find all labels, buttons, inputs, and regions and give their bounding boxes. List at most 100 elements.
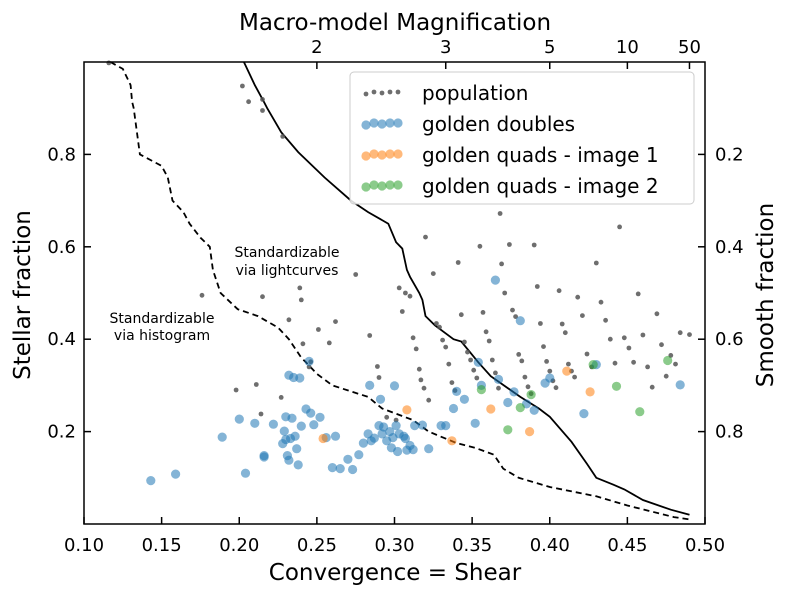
point-doubles — [529, 405, 539, 415]
x-tick-label: 0.20 — [219, 535, 259, 556]
point-doubles — [515, 316, 525, 326]
point-doubles — [171, 469, 181, 479]
point-population — [486, 338, 492, 344]
point-population — [462, 339, 467, 345]
point-doubles — [295, 373, 305, 383]
point-population — [489, 357, 495, 363]
point-population — [240, 83, 245, 89]
point-population — [286, 317, 292, 323]
top-tick-label: 5 — [544, 37, 555, 58]
top-tick-label: 3 — [440, 37, 451, 58]
x-tick-label: 0.10 — [64, 535, 104, 556]
point-population — [246, 99, 252, 105]
point-population — [663, 373, 669, 379]
point-population — [375, 364, 380, 369]
point-population — [298, 297, 304, 303]
point-population — [677, 330, 683, 336]
point-doubles — [354, 450, 364, 460]
point-population — [531, 242, 537, 248]
point-doubles — [365, 380, 375, 390]
point-population — [384, 414, 390, 420]
point-population — [483, 329, 489, 335]
x-tick-label: 0.30 — [374, 535, 414, 556]
point-population — [474, 375, 480, 381]
point-doubles — [146, 476, 156, 486]
point-population — [525, 384, 531, 390]
point-population — [396, 285, 402, 291]
point-population — [413, 346, 419, 352]
point-population — [106, 60, 112, 66]
point-doubles — [234, 414, 244, 424]
x-tick-label: 0.40 — [530, 535, 570, 556]
point-population — [440, 337, 445, 343]
point-population — [367, 333, 373, 338]
point-doubles — [400, 433, 410, 444]
point-quads2 — [635, 407, 645, 417]
point-population — [497, 211, 503, 216]
point-population — [687, 332, 692, 337]
point-doubles — [284, 455, 294, 465]
point-doubles — [391, 421, 401, 431]
y-tick-label: 0.8 — [47, 144, 76, 165]
series-quads2 — [476, 355, 673, 435]
point-population — [376, 375, 382, 380]
point-doubles — [377, 429, 387, 439]
point-population — [559, 321, 565, 327]
point-quads2 — [663, 355, 673, 366]
point-population — [584, 351, 590, 357]
point-quads1 — [318, 433, 328, 444]
point-population — [598, 299, 604, 305]
point-doubles — [343, 454, 353, 464]
point-doubles — [490, 275, 500, 285]
point-doubles — [293, 460, 303, 470]
point-population — [544, 359, 549, 364]
point-doubles — [358, 438, 368, 448]
point-population — [496, 385, 501, 391]
right-tick-label: 0.2 — [715, 144, 744, 165]
point-doubles — [389, 381, 400, 391]
curves-layer — [109, 61, 690, 521]
point-population — [471, 367, 477, 373]
point-doubles — [304, 356, 314, 366]
point-population — [522, 374, 528, 380]
point-population — [502, 290, 508, 296]
point-population — [673, 361, 678, 367]
top-axis-title: Macro-model Magnification — [239, 10, 551, 36]
point-population — [553, 385, 559, 391]
point-population — [510, 307, 515, 313]
point-doubles — [327, 463, 337, 473]
point-population — [612, 360, 618, 366]
point-population — [659, 342, 664, 348]
point-doubles — [493, 374, 504, 384]
point-doubles — [424, 444, 434, 454]
point-doubles — [268, 419, 278, 429]
y-tick-label: 0.4 — [47, 329, 76, 350]
point-quads2 — [476, 385, 486, 395]
right-axis-title: Smooth fraction — [753, 203, 779, 387]
point-population — [566, 361, 571, 367]
annotation-histogram: Standardizable via histogram — [110, 311, 215, 344]
point-doubles — [375, 394, 386, 404]
point-population — [507, 242, 512, 247]
legend-marker-population — [363, 89, 401, 97]
point-population — [253, 382, 259, 387]
point-quads1 — [447, 436, 457, 446]
point-population — [280, 134, 286, 139]
point-population — [562, 330, 568, 336]
point-population — [449, 380, 455, 385]
point-population — [443, 344, 449, 350]
y-tick-label: 0.2 — [47, 422, 76, 443]
histogram-boundary-curve — [109, 61, 690, 521]
legend-marker-quads2 — [361, 180, 403, 192]
top-tick-label: 2 — [311, 37, 322, 58]
point-population — [260, 108, 265, 113]
point-doubles — [290, 431, 300, 441]
point-population — [455, 260, 461, 265]
point-quads1 — [486, 404, 496, 414]
ticks-layer: 0.10 0.15 0.20 0.25 0.30 0.35 0.40 0.45 0.500.20… — [47, 37, 743, 556]
right-tick-label: 0.6 — [715, 329, 744, 350]
point-doubles — [315, 412, 325, 422]
point-doubles — [473, 357, 483, 367]
point-population — [640, 332, 646, 338]
point-doubles — [330, 431, 341, 441]
